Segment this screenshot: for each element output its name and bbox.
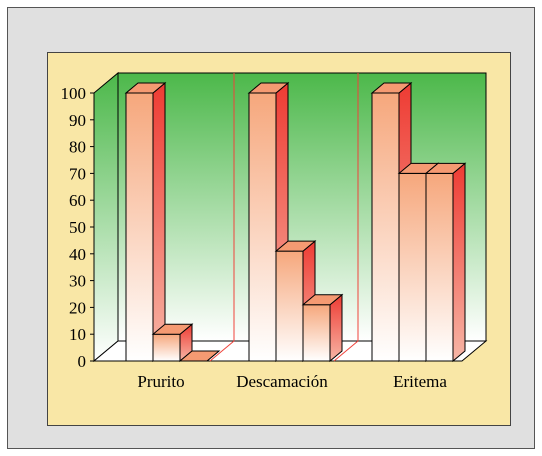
- bar-2-2-top: [424, 162, 467, 174]
- bar-1-1-front: [275, 250, 304, 362]
- x-tick-label: Descamación: [236, 372, 328, 391]
- y-tick-label: 40: [69, 245, 86, 264]
- y-axis: 0 10 20 30 40 50 60 70 80 90 100: [61, 84, 95, 371]
- chart-bars: [124, 81, 467, 363]
- bar-1-2-front: [302, 304, 331, 362]
- bar-1-0-top: [247, 82, 290, 94]
- bar-2-2: [424, 162, 467, 363]
- y-tick-label: 20: [69, 298, 86, 317]
- y-tick-label: 10: [69, 325, 86, 344]
- y-tick-label: 90: [69, 111, 86, 130]
- bar-0-2-top: [178, 350, 221, 362]
- bar-2-2-side: [452, 162, 466, 363]
- bar-0-2: [178, 350, 221, 362]
- bar-0-0-front: [125, 92, 154, 362]
- bar-1-1-top: [274, 240, 317, 252]
- bar-2-1-front: [398, 172, 427, 362]
- y-tick-label: 70: [69, 164, 86, 183]
- y-tick-label: 60: [69, 191, 86, 210]
- bar-1-0-front: [248, 92, 277, 362]
- bar-2-0-front: [371, 92, 400, 362]
- bar-0-1-top: [151, 323, 194, 335]
- bar-0-1: [151, 323, 194, 363]
- bar-0-0-top: [124, 82, 167, 94]
- bar-1-2-top: [301, 294, 344, 306]
- y-tick-label: 0: [78, 352, 87, 371]
- y-tick-label: 30: [69, 272, 86, 291]
- bar-1-2-side: [329, 293, 343, 363]
- bar-0-1-front: [152, 333, 181, 362]
- bar-2-2-front: [425, 172, 454, 362]
- group-divider-floor: [209, 340, 235, 362]
- y-tick-label: 50: [69, 218, 86, 237]
- x-tick-label: Prurito: [137, 372, 184, 391]
- bar-0-0: [124, 81, 167, 363]
- y-tick-label: 100: [61, 84, 87, 103]
- bar-0-0-side: [152, 81, 166, 363]
- x-axis: Prurito Descamación Eritema: [137, 372, 447, 391]
- bar-1-2: [301, 293, 344, 363]
- y-tick-label: 80: [69, 138, 86, 157]
- left-wall: [93, 71, 119, 363]
- bar-2-0-top: [370, 82, 413, 94]
- group-divider-floor: [333, 340, 359, 362]
- x-tick-label: Eritema: [393, 372, 447, 391]
